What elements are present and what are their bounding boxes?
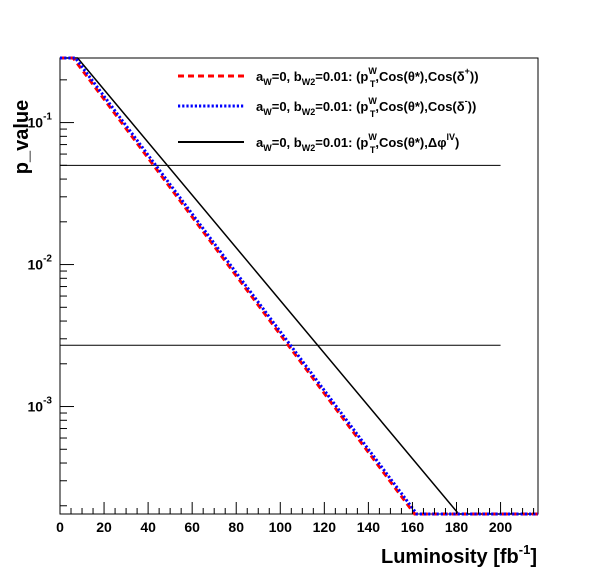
y-axis-title: p_value bbox=[11, 100, 33, 174]
series-lines bbox=[60, 56, 538, 516]
plot-frame bbox=[59, 57, 539, 515]
y-tick-label: 10-3 bbox=[28, 396, 53, 415]
series-line-1 bbox=[60, 56, 538, 516]
x-axis-title-main: Luminosity [fb bbox=[381, 546, 519, 568]
x-tick-label: 60 bbox=[184, 519, 200, 535]
x-tick-label: 40 bbox=[140, 519, 156, 535]
x-tick-label: 140 bbox=[357, 519, 381, 535]
x-tick-label: 160 bbox=[401, 519, 425, 535]
x-tick-label: 180 bbox=[445, 519, 469, 535]
x-tick-label: 100 bbox=[269, 519, 293, 535]
legend-label-2: aW=0, bW2=0.01: (pW T,Cos(θ*),Cos(δ-)) bbox=[256, 96, 476, 119]
x-tick-label: 200 bbox=[489, 519, 513, 535]
reference-lines bbox=[60, 164, 501, 346]
y-tick-label: 10-1 bbox=[28, 112, 53, 131]
y-tick-label: 10-2 bbox=[28, 254, 53, 273]
series-line-2 bbox=[60, 56, 538, 516]
x-axis-title: Luminosity [fb-1] bbox=[381, 542, 537, 568]
x-axis: 0 20 40 60 80 100 120 140 160 180 200 bbox=[56, 502, 535, 535]
x-tick-label: 20 bbox=[96, 519, 112, 535]
x-axis-title-sup: -1 bbox=[519, 542, 531, 557]
x-tick-label: 120 bbox=[313, 519, 337, 535]
legend: aW=0, bW2=0.01: (pW T,Cos(θ*),Cos(δ+)) aW=… bbox=[178, 66, 479, 155]
y-axis: 10-1 10-2 10-3 bbox=[28, 79, 74, 507]
x-tick-label: 80 bbox=[228, 519, 244, 535]
series-line-3 bbox=[60, 57, 538, 515]
legend-label-1: aW=0, bW2=0.01: (pW T,Cos(θ*),Cos(δ+)) bbox=[256, 66, 479, 89]
legend-label-3: aW=0, bW2=0.01: (pW T,Cos(θ*),ΔφlV) bbox=[256, 132, 459, 155]
x-axis-title-close: ] bbox=[530, 546, 537, 568]
x-tick-label: 0 bbox=[56, 519, 64, 535]
